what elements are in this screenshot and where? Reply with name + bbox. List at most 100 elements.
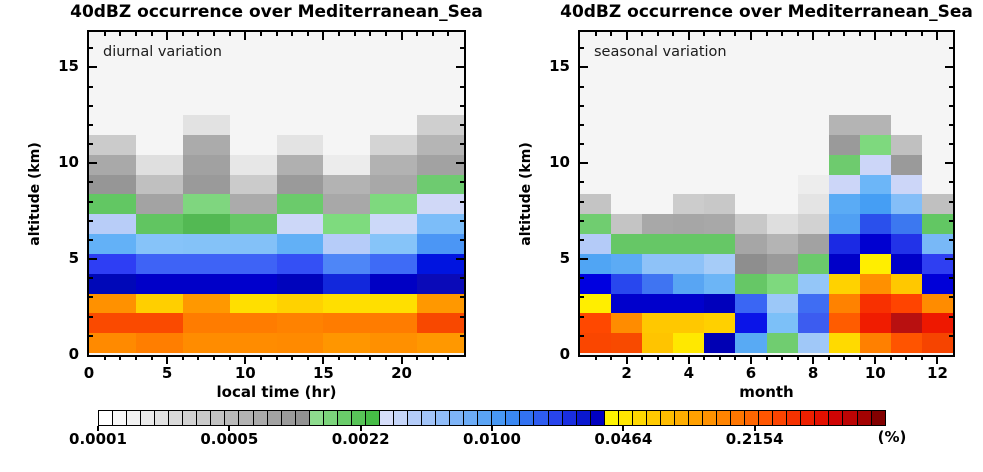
heatmap-cell	[370, 234, 418, 254]
axis-tick	[385, 357, 387, 360]
heatmap-cell	[828, 313, 860, 334]
axis-tick	[197, 357, 199, 360]
colorbar-segment	[645, 411, 660, 425]
axis-tick	[432, 32, 434, 36]
colorbar-segment	[631, 411, 646, 425]
heatmap-cell	[135, 333, 183, 353]
heatmap-cell	[921, 214, 953, 234]
y-tick-label: 10	[549, 153, 570, 172]
colorbar-segment	[786, 411, 801, 425]
axis-tick	[89, 201, 93, 203]
colorbar-unit-label: (%)	[877, 428, 907, 446]
axis-tick	[580, 124, 584, 126]
heatmap-cell	[417, 214, 464, 234]
heatmap-cell	[735, 293, 767, 314]
axis-tick	[812, 32, 814, 40]
x-tick-label: 4	[683, 364, 694, 382]
colorbar-segment	[505, 411, 520, 425]
axis-tick	[580, 47, 584, 49]
heatmap-cell	[276, 313, 324, 334]
axis-tick	[949, 105, 953, 107]
axis-tick	[719, 32, 721, 36]
heatmap-cell	[704, 135, 735, 155]
colorbar-tick	[622, 426, 625, 431]
heatmap-cell	[276, 214, 324, 234]
axis-tick	[781, 357, 783, 360]
heatmap-cell	[417, 134, 464, 155]
colorbar-tick-label: 0.0022	[331, 430, 390, 448]
colorbar-segment	[168, 411, 183, 425]
heatmap-cell	[828, 214, 860, 234]
axis-tick	[460, 277, 464, 279]
axis-tick	[260, 357, 262, 360]
axis-tick	[580, 220, 584, 222]
axis-tick	[580, 66, 588, 68]
heatmap-cell	[89, 273, 136, 294]
heatmap-cell	[642, 175, 673, 195]
axis-tick	[936, 32, 938, 40]
heatmap-cell	[89, 313, 136, 334]
heatmap-cell	[580, 234, 612, 254]
x-tick-label: 20	[391, 364, 412, 382]
axis-tick	[166, 357, 168, 364]
axis-tick	[166, 32, 168, 40]
heatmap-cell	[417, 313, 464, 334]
axis-tick	[703, 32, 705, 36]
colorbar-segment	[350, 411, 365, 425]
axis-tick	[703, 357, 705, 360]
heatmap-cell	[673, 175, 704, 195]
heatmap-cell	[890, 154, 922, 175]
axis-tick	[447, 32, 449, 36]
heatmap-cell	[673, 194, 705, 215]
colorbar-segment	[870, 411, 885, 425]
axis-tick	[89, 316, 93, 318]
axis-tick	[291, 32, 293, 36]
colorbar-segment	[126, 411, 141, 425]
y-tick-label: 5	[559, 249, 570, 268]
heatmap-cell	[642, 115, 673, 135]
axis-tick	[213, 32, 215, 36]
colorbar-segment	[716, 411, 731, 425]
heatmap-cell	[890, 214, 922, 234]
heatmap-cell	[182, 293, 230, 314]
axis-tick	[354, 357, 356, 360]
heatmap-cell	[229, 234, 277, 254]
colorbar-segment	[533, 411, 548, 425]
axis-tick	[151, 32, 153, 36]
axis-tick	[432, 357, 434, 360]
axis-tick	[104, 32, 106, 36]
heatmap-cell	[182, 214, 230, 234]
heatmap-cell	[797, 293, 829, 314]
seasonal-x-axis-title: month	[739, 383, 794, 401]
heatmap-cell	[828, 333, 860, 353]
colorbar-segment	[196, 411, 211, 425]
axis-tick	[456, 66, 464, 68]
colorbar-segment	[210, 411, 225, 425]
heatmap-cell	[580, 293, 612, 314]
heatmap-cell	[89, 234, 136, 254]
heatmap-cell	[735, 135, 766, 155]
axis-tick	[812, 357, 814, 364]
colorbar-segment	[477, 411, 492, 425]
x-tick-label: 0	[83, 364, 95, 382]
heatmap-cell	[276, 293, 324, 314]
heatmap-cell	[229, 333, 277, 353]
heatmap-cell	[323, 333, 371, 353]
heatmap-cell	[704, 293, 736, 314]
colorbar-segment	[730, 411, 745, 425]
axis-tick	[447, 357, 449, 360]
axis-tick	[89, 277, 93, 279]
heatmap-cell	[417, 273, 464, 294]
colorbar-tick-label: 0.0100	[463, 430, 521, 448]
heatmap-cell	[859, 273, 891, 294]
heatmap-cell	[704, 273, 736, 294]
axis-tick	[307, 357, 309, 360]
axis-tick	[949, 47, 953, 49]
heatmap-cell	[182, 234, 230, 254]
axis-tick	[626, 32, 628, 40]
colorbar-tick-label: 0.0001	[69, 430, 127, 448]
heatmap-cell	[704, 155, 735, 175]
heatmap-cell	[735, 273, 767, 294]
axis-tick	[688, 357, 690, 364]
axis-tick	[641, 357, 643, 360]
